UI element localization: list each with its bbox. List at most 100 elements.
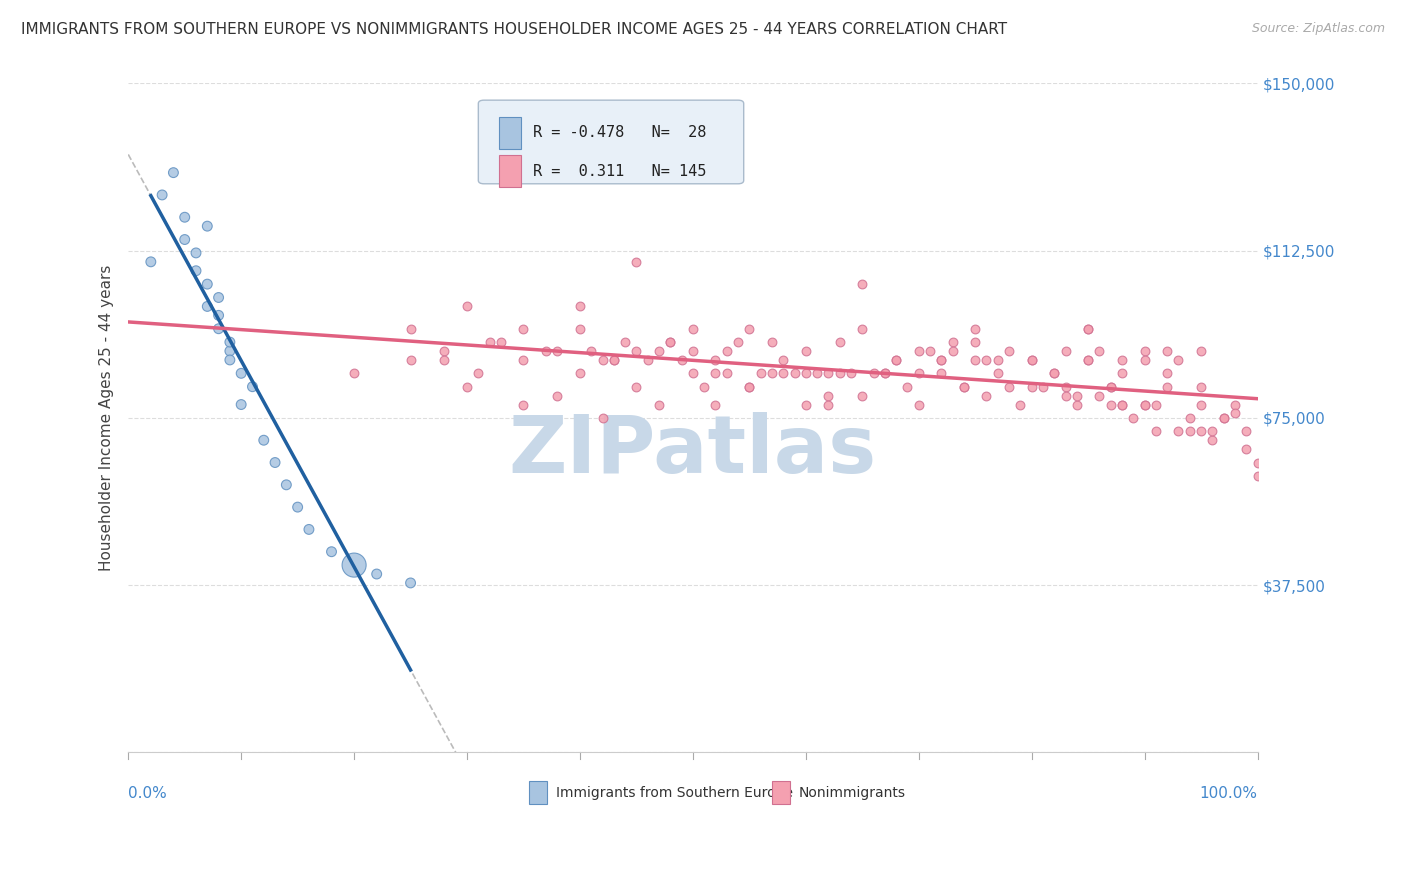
Point <box>231 367 253 381</box>
Point <box>965 322 987 336</box>
Text: Nonimmigrants: Nonimmigrants <box>799 786 905 799</box>
Point <box>184 264 207 278</box>
Point <box>648 398 671 412</box>
Point <box>716 367 738 381</box>
Point <box>931 353 953 368</box>
Point <box>907 344 929 359</box>
Point <box>738 380 761 394</box>
Point <box>399 353 422 368</box>
Point <box>704 367 727 381</box>
Point <box>1133 353 1156 368</box>
Point <box>851 322 873 336</box>
Point <box>1088 389 1111 403</box>
Point <box>467 367 489 381</box>
Point <box>1032 380 1054 394</box>
Point <box>738 322 761 336</box>
Point <box>682 367 704 381</box>
Point <box>195 300 218 314</box>
Point <box>817 398 839 412</box>
Point <box>1077 322 1099 336</box>
Point <box>772 353 794 368</box>
Point <box>626 344 648 359</box>
Point <box>1133 398 1156 412</box>
Point <box>276 478 298 492</box>
Point <box>1122 411 1144 425</box>
Point <box>568 367 591 381</box>
Point <box>682 322 704 336</box>
Point <box>603 353 626 368</box>
Point <box>207 291 229 305</box>
Point <box>626 380 648 394</box>
Point <box>704 398 727 412</box>
Point <box>659 335 682 350</box>
Point <box>1189 344 1212 359</box>
Point <box>433 353 456 368</box>
Point <box>231 398 253 412</box>
Point <box>873 367 896 381</box>
Point <box>976 389 998 403</box>
Point <box>343 558 366 573</box>
Point <box>1201 425 1223 439</box>
Point <box>1066 389 1088 403</box>
Point <box>648 344 671 359</box>
Point <box>1054 344 1077 359</box>
Point <box>1111 398 1133 412</box>
Point <box>931 367 953 381</box>
Point <box>738 380 761 394</box>
Point <box>1066 398 1088 412</box>
Point <box>568 300 591 314</box>
Point <box>907 398 929 412</box>
Point <box>219 344 242 359</box>
Point <box>1212 411 1234 425</box>
Point <box>1234 442 1257 457</box>
Point <box>195 277 218 292</box>
Point <box>287 500 309 515</box>
Point <box>851 277 873 292</box>
Point <box>1189 425 1212 439</box>
Point <box>1021 380 1043 394</box>
FancyBboxPatch shape <box>772 780 790 805</box>
Point <box>1234 425 1257 439</box>
FancyBboxPatch shape <box>499 155 522 187</box>
Point <box>478 335 501 350</box>
Point <box>794 398 817 412</box>
Point <box>704 353 727 368</box>
Point <box>399 576 422 591</box>
FancyBboxPatch shape <box>499 117 522 149</box>
Point <box>1021 353 1043 368</box>
Point <box>1010 398 1032 412</box>
Point <box>817 367 839 381</box>
Point <box>253 434 276 448</box>
Point <box>399 322 422 336</box>
Point <box>794 344 817 359</box>
Point <box>219 335 242 350</box>
Point <box>942 335 965 350</box>
Point <box>592 411 614 425</box>
Point <box>546 389 568 403</box>
Point <box>1111 353 1133 368</box>
Point <box>828 367 851 381</box>
Point <box>1156 380 1178 394</box>
Text: Source: ZipAtlas.com: Source: ZipAtlas.com <box>1251 22 1385 36</box>
FancyBboxPatch shape <box>478 100 744 184</box>
Point <box>614 335 637 350</box>
Point <box>873 367 896 381</box>
Point <box>1156 344 1178 359</box>
Point <box>1156 367 1178 381</box>
Point <box>987 367 1010 381</box>
Point <box>749 367 772 381</box>
Point <box>592 353 614 368</box>
Point <box>1212 411 1234 425</box>
Point <box>987 353 1010 368</box>
Point <box>965 353 987 368</box>
Point <box>512 353 534 368</box>
Text: 0.0%: 0.0% <box>128 786 167 801</box>
Point <box>150 188 173 202</box>
Point <box>184 246 207 260</box>
Point <box>1088 344 1111 359</box>
Point <box>794 367 817 381</box>
Point <box>839 367 862 381</box>
Point <box>207 309 229 323</box>
Point <box>219 353 242 368</box>
Point <box>942 344 965 359</box>
